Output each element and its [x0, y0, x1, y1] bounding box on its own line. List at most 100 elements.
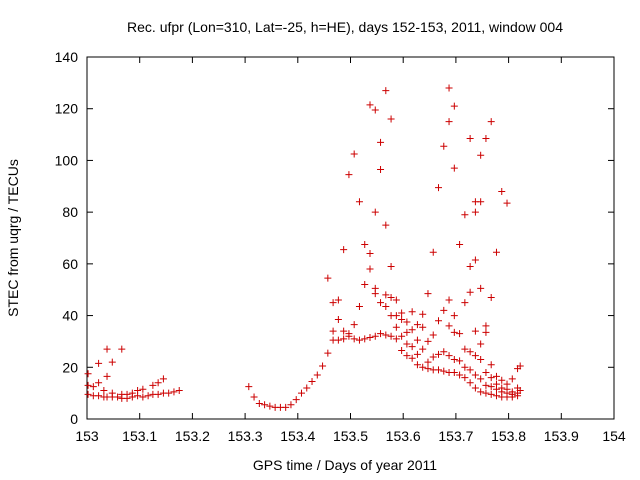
data-point: [413, 336, 421, 344]
data-point: [334, 296, 342, 304]
x-tick-label: 153.2: [175, 428, 210, 444]
data-point: [123, 394, 131, 402]
data-point: [319, 362, 327, 370]
data-point: [403, 318, 411, 326]
data-point: [424, 290, 432, 298]
data-point: [387, 332, 395, 340]
data-point: [387, 293, 395, 301]
data-series-stec: [84, 84, 524, 411]
data-point: [429, 248, 437, 256]
x-tick-label: 153.7: [438, 428, 473, 444]
data-point: [377, 299, 385, 307]
y-tick-label: 60: [62, 256, 78, 272]
data-point: [419, 345, 427, 353]
data-point: [450, 356, 458, 364]
data-point: [408, 308, 416, 316]
data-point: [487, 293, 495, 301]
data-point: [424, 337, 432, 345]
data-point: [487, 374, 495, 382]
data-point: [492, 372, 500, 380]
data-point: [450, 312, 458, 320]
data-point: [114, 393, 122, 401]
data-point: [377, 330, 385, 338]
data-point: [392, 335, 400, 343]
data-point: [413, 361, 421, 369]
data-point: [128, 393, 136, 401]
data-point: [503, 199, 511, 207]
data-point: [482, 368, 490, 376]
data-point: [329, 299, 337, 307]
data-point: [282, 403, 290, 411]
data-point: [492, 380, 500, 388]
data-point: [461, 374, 469, 382]
y-tick-label: 80: [62, 204, 78, 220]
data-point: [103, 345, 111, 353]
data-point: [392, 312, 400, 320]
data-point: [477, 340, 485, 348]
data-point: [118, 345, 126, 353]
data-point: [313, 371, 321, 379]
data-point: [471, 352, 479, 360]
data-point: [408, 354, 416, 362]
data-point: [516, 387, 524, 395]
data-point: [377, 165, 385, 173]
data-point: [471, 384, 479, 392]
data-point: [466, 348, 474, 356]
data-point: [350, 150, 358, 158]
data-point: [408, 326, 416, 334]
data-point: [456, 357, 464, 365]
x-tick-label: 153.4: [280, 428, 315, 444]
data-point: [261, 401, 269, 409]
data-point: [350, 321, 358, 329]
data-point: [398, 315, 406, 323]
data-point: [471, 371, 479, 379]
data-point: [108, 358, 116, 366]
data-point: [487, 383, 495, 391]
data-point: [445, 118, 453, 126]
data-point: [329, 327, 337, 335]
data-point: [461, 211, 469, 219]
data-point: [371, 106, 379, 114]
data-point: [487, 118, 495, 126]
data-point: [471, 208, 479, 216]
data-point: [345, 330, 353, 338]
data-point: [440, 306, 448, 314]
data-point: [334, 336, 342, 344]
y-tick-label: 40: [62, 308, 78, 324]
data-point: [303, 384, 311, 392]
data-point: [392, 323, 400, 331]
data-point: [408, 343, 416, 351]
data-point: [516, 362, 524, 370]
data-point: [471, 327, 479, 335]
data-point: [149, 381, 157, 389]
data-point: [498, 376, 506, 384]
data-point: [371, 284, 379, 292]
data-point: [456, 240, 464, 248]
data-point: [424, 358, 432, 366]
data-point: [387, 115, 395, 123]
data-point: [450, 164, 458, 172]
x-tick-label: 153.6: [386, 428, 421, 444]
data-point: [419, 363, 427, 371]
data-point: [95, 392, 103, 400]
data-point: [287, 401, 295, 409]
data-point: [103, 372, 111, 380]
data-point: [84, 381, 92, 389]
data-point: [366, 250, 374, 258]
data-point: [154, 390, 162, 398]
data-point: [429, 353, 437, 361]
data-point: [424, 365, 432, 373]
data-point: [413, 321, 421, 329]
x-axis: 153 153.1 153.2 153.3 153.4 153.5 153.6 153.7 15…: [75, 57, 626, 444]
data-point: [445, 296, 453, 304]
data-point: [366, 101, 374, 109]
data-point: [403, 328, 411, 336]
data-point: [419, 310, 427, 318]
data-point: [95, 379, 103, 387]
data-point: [355, 303, 363, 311]
data-point: [466, 134, 474, 142]
data-point: [477, 388, 485, 396]
data-point: [154, 379, 162, 387]
data-point: [398, 309, 406, 317]
data-point: [456, 371, 464, 379]
